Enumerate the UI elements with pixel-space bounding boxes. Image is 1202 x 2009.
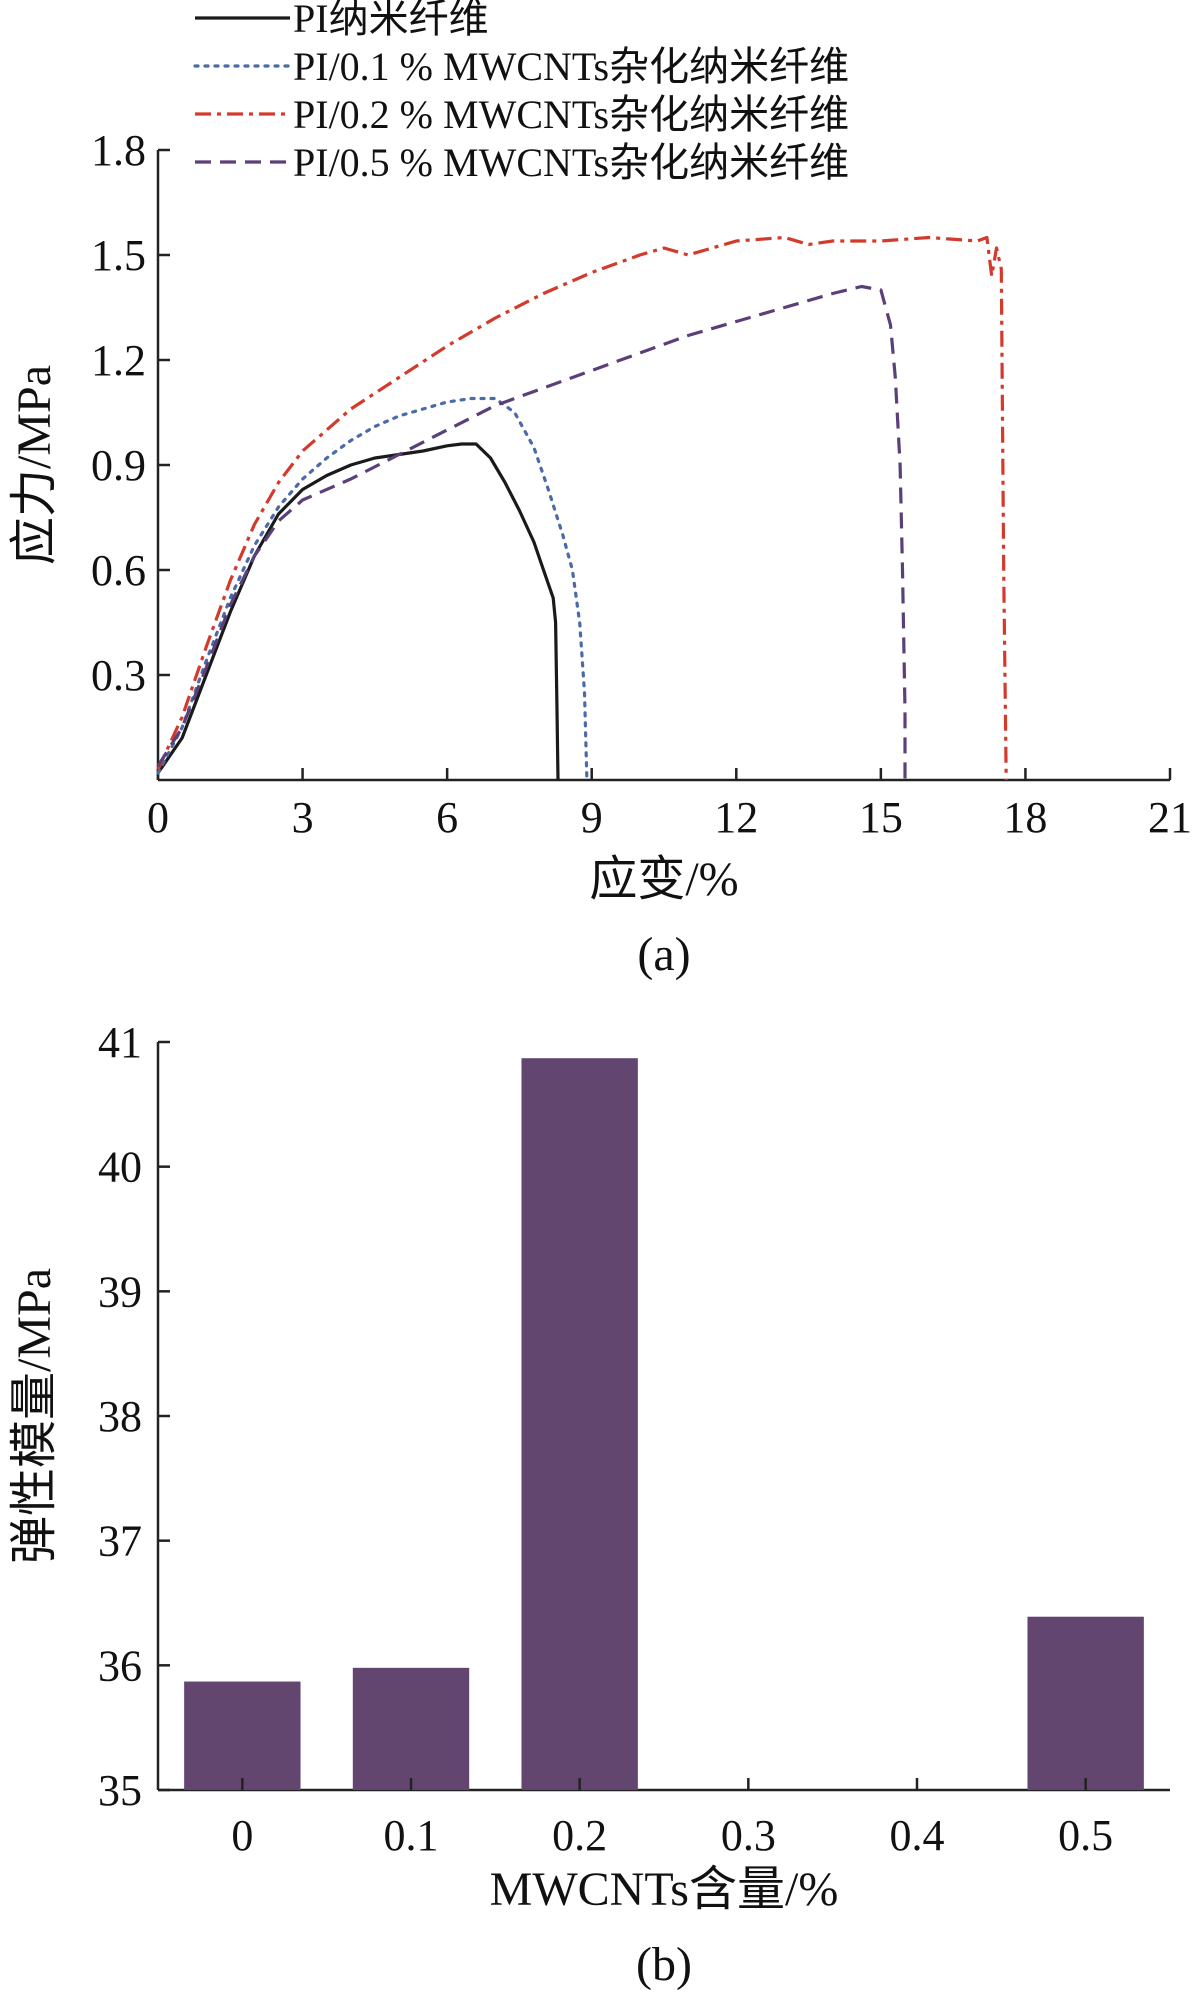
- y-tick-label: 1.2: [91, 336, 146, 385]
- legend-label: PI/0.1 % MWCNTs杂化纳米纤维: [293, 44, 849, 89]
- x-tick-label: 0.4: [890, 1811, 945, 1860]
- ticks-a: 0 3 6 9 12 15 18 21 0.3 0.6 0.9 1.2 1.5 1.8: [91, 126, 1192, 842]
- x-tick-label: 0.3: [721, 1811, 776, 1860]
- y-tick-label: 1.5: [91, 231, 146, 280]
- series-lines: [156, 235, 1008, 782]
- series-line-1: [156, 396, 589, 782]
- bar-0: [184, 1681, 301, 1790]
- y-axis-title: 弹性模量/MPa: [8, 1268, 61, 1564]
- x-tick-label: 0.2: [552, 1811, 607, 1860]
- y-tick-label: 0.3: [91, 651, 146, 700]
- series-line-2: [156, 235, 1008, 781]
- legend-entry-0: PI纳米纤维: [195, 0, 489, 41]
- bar-0.5: [1027, 1616, 1144, 1790]
- legend-entry-1: PI/0.1 % MWCNTs杂化纳米纤维: [193, 44, 849, 89]
- series-line-3: [156, 284, 907, 780]
- modulus-bar-chart: 0 0.1 0.2 0.3 0.4 0.5 35 36 37 38 39 40 41 MWCNTs含量/…: [8, 1018, 1170, 1991]
- panel-label-b: (b): [636, 1938, 692, 1991]
- ticks-b: 0 0.1 0.2 0.3 0.4 0.5 35 36 37 38 39 40 41: [98, 1018, 1113, 1860]
- y-axis-title: 应力/MPa: [8, 365, 61, 565]
- x-tick-label: 0: [231, 1811, 253, 1860]
- y-tick-label: 36: [98, 1641, 142, 1690]
- y-tick-label: 1.8: [91, 126, 146, 175]
- x-tick-label: 3: [292, 793, 314, 842]
- y-tick-label: 41: [98, 1018, 142, 1067]
- x-tick-label: 12: [714, 793, 758, 842]
- panel-label-a: (a): [637, 928, 690, 981]
- x-tick-label: 0.1: [384, 1811, 439, 1860]
- y-tick-label: 35: [98, 1766, 142, 1815]
- y-tick-label: 39: [98, 1267, 142, 1316]
- x-axis-title: 应变/%: [589, 853, 738, 906]
- legend-label: PI/0.5 % MWCNTs杂化纳米纤维: [293, 140, 849, 185]
- y-tick-label: 40: [98, 1143, 142, 1192]
- x-tick-label: 9: [581, 793, 603, 842]
- x-tick-label: 6: [436, 793, 458, 842]
- y-tick-label: 0.6: [91, 546, 146, 595]
- axes-b: [156, 1042, 1170, 1792]
- legend-entry-2: PI/0.2 % MWCNTs杂化纳米纤维: [195, 92, 849, 137]
- legend-entry-3: PI/0.5 % MWCNTs杂化纳米纤维: [195, 140, 849, 185]
- x-tick-label: 0: [147, 793, 169, 842]
- axes-a: [156, 150, 1170, 782]
- y-tick-label: 0.9: [91, 441, 146, 490]
- series-line-0: [156, 442, 560, 781]
- bars: [184, 1058, 1144, 1790]
- x-axis-title: MWCNTs含量/%: [490, 1863, 839, 1916]
- x-tick-label: 15: [859, 793, 903, 842]
- x-tick-label: 18: [1003, 793, 1047, 842]
- y-tick-label: 38: [98, 1392, 142, 1441]
- legend-label: PI纳米纤维: [293, 0, 489, 41]
- x-tick-label: 0.5: [1058, 1811, 1113, 1860]
- bar-0.1: [352, 1667, 470, 1790]
- x-tick-label: 21: [1148, 793, 1192, 842]
- bar-0.2: [521, 1058, 638, 1790]
- legend-label: PI/0.2 % MWCNTs杂化纳米纤维: [293, 92, 849, 137]
- y-tick-label: 37: [98, 1517, 142, 1566]
